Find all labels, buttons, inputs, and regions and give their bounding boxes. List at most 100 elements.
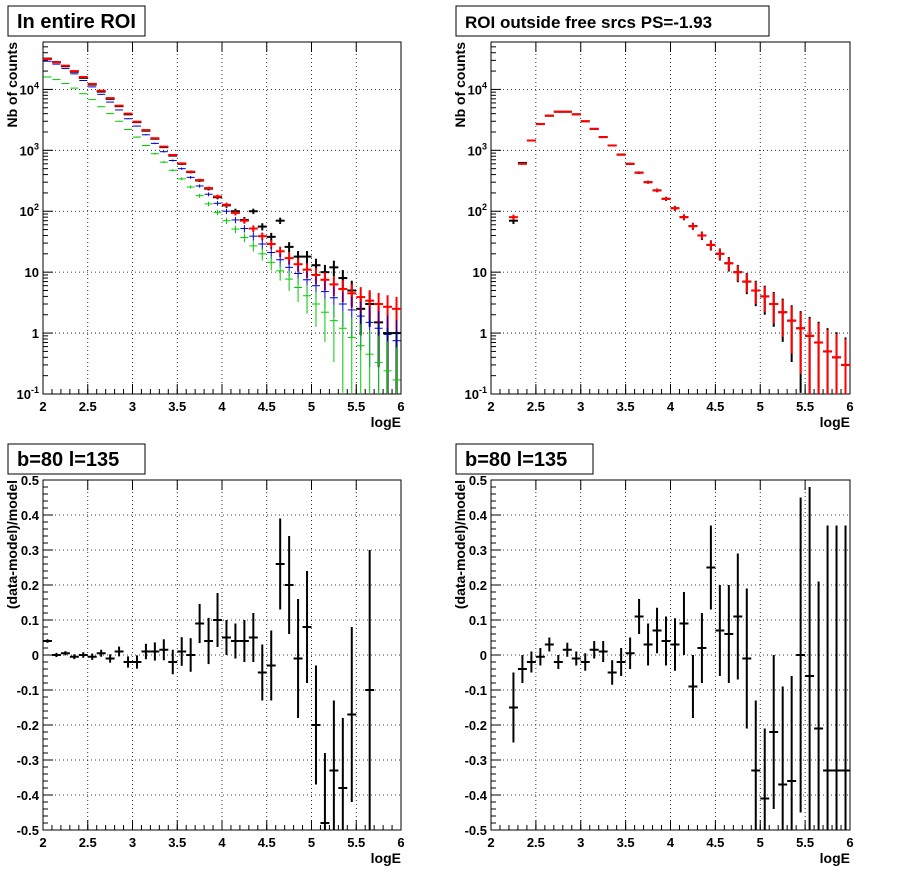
data-point [186,170,196,173]
y-tick-label: 0.1 [21,613,39,628]
data-point [329,305,338,363]
data-point [661,196,671,201]
data-point [365,330,374,394]
series-model-2 [43,58,401,332]
data-point [787,676,797,830]
data-point [213,209,222,216]
y-tick-label: -0.4 [465,788,488,803]
data-point [365,550,375,830]
x-tick-label: 2 [39,835,46,850]
data-point [97,93,106,95]
x-tick-label: 3 [577,399,584,414]
y-tick-label: -0.1 [465,683,487,698]
data-point [320,753,330,830]
data-point [347,317,356,394]
data-point [78,652,88,658]
data-point [257,644,267,701]
data-point [517,162,527,165]
y-tick-label: 103 [20,141,39,158]
x-tick-label: 3.5 [168,399,186,414]
x-tick-label: 6 [846,835,853,850]
title-box [455,443,594,475]
data-point [150,642,160,661]
data-point [150,137,160,140]
data-point [778,299,788,337]
data-point [239,217,249,224]
data-point [231,216,240,224]
y-tick-label: 0.5 [469,473,487,488]
y-tick-label: -0.3 [17,753,39,768]
title-text: In entire ROI [17,11,136,33]
data-point [562,110,572,113]
data-point [356,324,365,394]
data-point [258,239,267,250]
x-tick-label: 5 [308,835,315,850]
x-tick-label: 5.5 [347,835,365,850]
data-point [124,128,133,131]
data-point [159,145,169,148]
data-point [508,214,518,220]
data-point [230,210,240,216]
x-tick-label: 4.5 [706,835,724,850]
data-point [248,208,258,215]
data-point [679,592,689,655]
x-tick-label: 4.5 [706,399,724,414]
panel-4: 2 2.5 3 3.5 4 4.5 5 5.5 6 -0.5 -0.4 -0.3 -0.2 -0.1 0 0.… [452,443,854,866]
panel-title: b=80 l=135 [7,443,146,475]
data-point [535,123,545,126]
data-point [688,655,698,718]
x-axis-label: logE [820,850,850,866]
data-point [706,525,716,610]
y-tick-label: 10-1 [465,385,487,402]
data-point [275,518,285,610]
data-point [814,581,824,830]
data-point [257,232,267,241]
y-tick-label: -0.5 [465,823,487,838]
title-text: ROI outside free srcs PS=-1.93 [465,13,712,32]
data-point [141,643,151,660]
data-point [123,656,133,668]
data-point [526,139,536,142]
y-tick-label: 102 [468,202,487,219]
y-tick-label: 0.4 [469,508,488,523]
y-tick-label: 0 [32,648,39,663]
data-point [607,660,617,685]
data-point [88,86,97,88]
data-point [508,672,518,743]
data-point [284,242,294,253]
data-point [43,639,52,643]
x-tick-label: 5.5 [796,835,814,850]
y-tick-label: -0.1 [17,683,39,698]
title-text: b=80 l=135 [17,449,119,471]
data-point [195,193,204,198]
data-point [796,497,806,813]
y-tick-label: -0.3 [465,753,487,768]
x-tick-label: 4 [218,399,226,414]
data-point [204,186,214,190]
data-point [598,136,608,139]
data-point [293,599,303,718]
x-tick-label: 2.5 [527,835,545,850]
x-tick-label: 5 [757,399,764,414]
data-point [177,167,186,170]
data-point [132,655,142,669]
y-tick-label: 0.5 [21,473,39,488]
data-point [751,281,761,305]
data-point [97,106,106,108]
data-point [106,113,115,115]
x-tick-label: 3.5 [617,835,635,850]
title-text: b=80 l=135 [465,449,567,471]
y-tick-label: 0.4 [21,508,40,523]
data-point [285,270,294,291]
data-point [88,99,97,101]
data-point [652,188,662,193]
data-point [787,306,797,354]
data-point [186,175,195,179]
data-point [643,623,653,666]
data-point [634,171,644,174]
data-point [562,642,572,657]
x-tick-label: 2.5 [527,399,545,414]
data-point [742,273,752,293]
data-point [258,248,267,261]
x-axis-label: logE [820,414,850,430]
